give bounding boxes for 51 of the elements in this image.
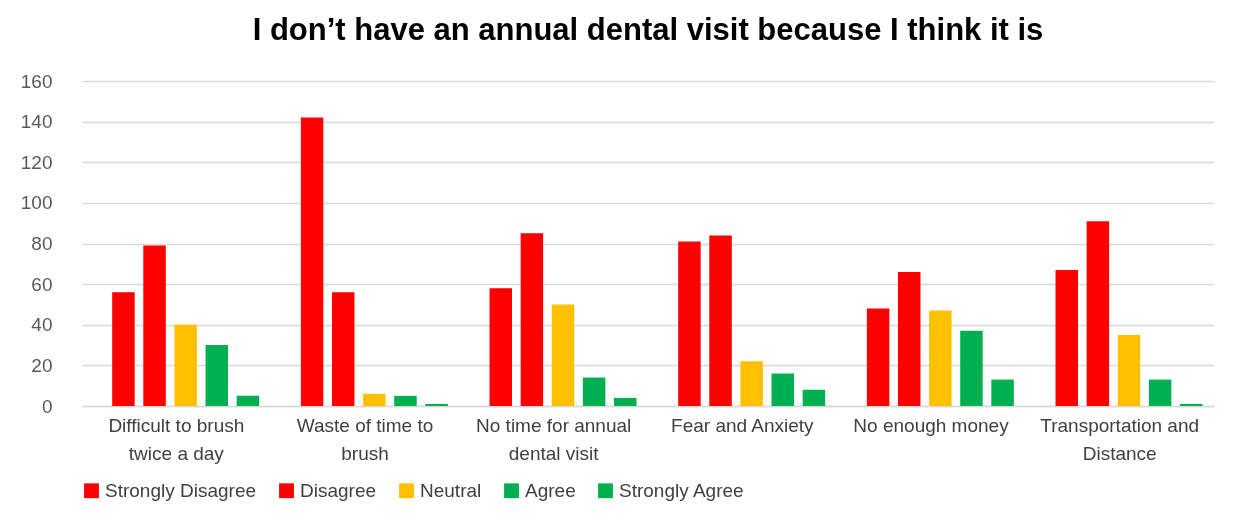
bar [678, 241, 701, 406]
y-tick-label: 80 [31, 233, 53, 254]
bar [520, 233, 544, 406]
bar [112, 292, 135, 406]
y-tick-label: 60 [31, 273, 53, 295]
legend-label: Strongly Disagree [105, 479, 257, 501]
legend-label: Strongly Agree [619, 479, 744, 501]
bar [771, 373, 795, 406]
y-tick-label: 20 [31, 354, 53, 376]
legend-label: Disagree [300, 479, 377, 501]
chart-title: I don’t have an annual dental visit because I think it is [252, 12, 1044, 47]
legend-label: Agree [525, 479, 576, 501]
bar [866, 308, 890, 406]
x-tick-label: Waste of time to brush [296, 414, 434, 464]
x-tick-label: No enough money [853, 414, 1010, 436]
x-tick-label: Difficult to brush twice a day [108, 414, 245, 464]
bar [802, 389, 826, 406]
bar [740, 361, 763, 406]
legend-label: Neutral [420, 479, 482, 501]
bar [300, 117, 324, 406]
y-tick-label: 40 [31, 314, 53, 336]
bar [489, 288, 512, 406]
bar [551, 304, 575, 406]
bar [1117, 334, 1141, 406]
bar [582, 377, 606, 406]
bar [363, 393, 386, 406]
bar [425, 403, 448, 406]
bar [1055, 269, 1078, 406]
bar [960, 330, 983, 406]
bar [174, 324, 197, 406]
x-tick-label: Fear and Anxiety [671, 414, 815, 436]
bar [614, 397, 637, 406]
y-tick-label: 100 [20, 192, 53, 214]
y-tick-label: 0 [41, 395, 53, 417]
bar [394, 395, 417, 406]
bar [205, 345, 229, 406]
bar [1180, 403, 1203, 406]
bar [897, 271, 921, 406]
bar [991, 379, 1014, 406]
bar [709, 235, 732, 406]
bar [143, 245, 166, 406]
y-tick-label: 120 [20, 151, 53, 173]
bar [1086, 221, 1110, 406]
bar [331, 292, 355, 406]
y-tick-label: 160 [20, 70, 53, 92]
bar [1148, 379, 1172, 406]
bar [929, 310, 952, 406]
x-tick-label: No time for annual dental visit [476, 414, 632, 464]
y-tick-label: 140 [20, 111, 53, 133]
x-tick-label: Transportation and Distance [1040, 414, 1200, 464]
bar [236, 395, 260, 406]
